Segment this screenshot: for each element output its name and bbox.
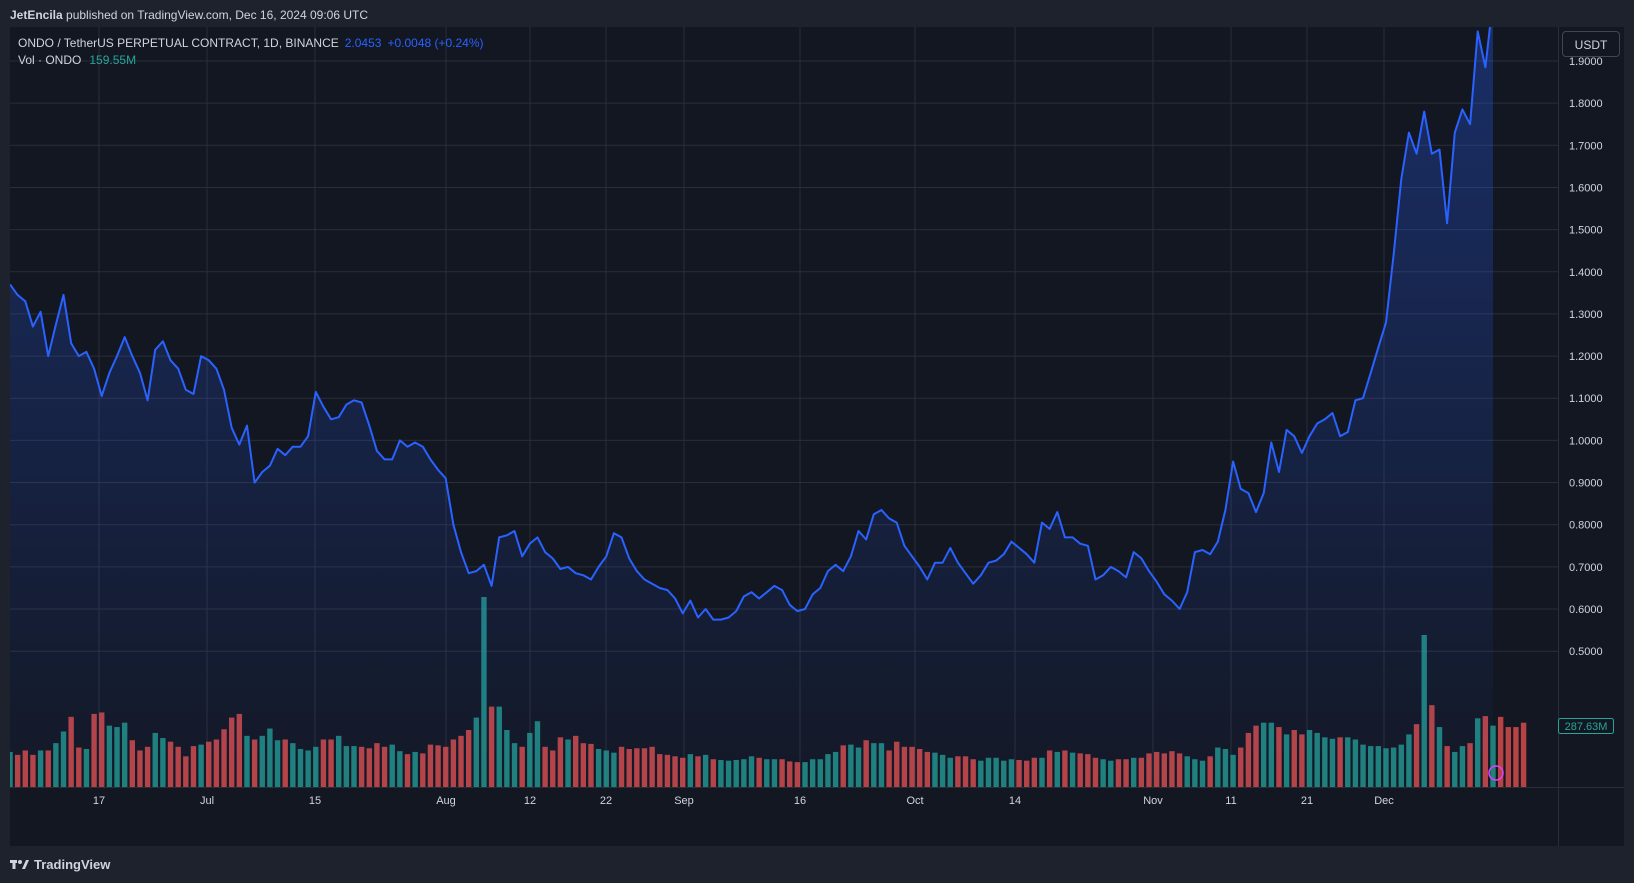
brand-name: TradingView [34, 857, 111, 872]
y-tick-label: 1.1000 [1569, 393, 1603, 405]
price-area-fill [10, 27, 1493, 787]
x-tick-label: 11 [1225, 795, 1236, 807]
x-tick-label: Nov [1143, 795, 1163, 807]
volume-label: Vol · ONDO [18, 53, 82, 67]
volume-bar[interactable] [1497, 716, 1504, 787]
x-tick-label: 17 [93, 795, 105, 807]
chart-legend: ONDO / TetherUS PERPETUAL CONTRACT, 1D, … [18, 35, 484, 69]
x-tick-label: 22 [600, 795, 612, 807]
volume-bar[interactable] [1505, 727, 1511, 787]
y-tick-label: 1.2000 [1569, 351, 1603, 363]
y-tick-label: 1.0000 [1569, 435, 1603, 447]
y-tick-label: 1.9000 [1569, 56, 1603, 68]
publisher-bar: JetEncila published on TradingView.com, … [0, 0, 1634, 26]
x-tick-label: Oct [906, 795, 923, 807]
y-tick-label: 1.8000 [1569, 98, 1603, 110]
volume-value: 159.55M [89, 53, 137, 67]
x-tick-label: Aug [436, 795, 456, 807]
publish-meta: published on TradingView.com, Dec 16, 20… [62, 8, 368, 22]
volume-bar[interactable] [1520, 722, 1527, 787]
x-tick-label: 16 [794, 795, 806, 807]
last-price: 2.0453 [344, 36, 382, 50]
volume-badge: 287.63M [1558, 718, 1614, 734]
x-tick-label: 21 [1301, 795, 1313, 807]
volume-axis-label: 287.63M [1565, 721, 1608, 733]
symbol-label[interactable]: ONDO / TetherUS PERPETUAL CONTRACT, 1D, … [18, 36, 339, 50]
y-tick-label: 0.9000 [1569, 478, 1603, 490]
y-tick-label: 1.5000 [1569, 225, 1603, 237]
volume-bar[interactable] [1513, 727, 1519, 787]
x-tick-label: Jul [200, 795, 214, 807]
y-tick-label: 1.3000 [1569, 309, 1603, 321]
y-tick-label: 1.7000 [1569, 140, 1603, 152]
y-tick-label: 0.8000 [1569, 520, 1603, 532]
x-tick-label: Sep [674, 795, 694, 807]
event-marker-icon[interactable] [1488, 765, 1504, 781]
y-tick-label: 0.5000 [1569, 646, 1603, 658]
y-tick-label: 0.6000 [1569, 604, 1603, 616]
y-tick-label: 0.7000 [1569, 562, 1603, 574]
publisher-name[interactable]: JetEncila [10, 8, 63, 22]
tradingview-brand[interactable]: TradingView [10, 857, 110, 872]
volume-legend[interactable]: Vol · ONDO 159.55M [18, 52, 484, 69]
footer: TradingView [0, 847, 1634, 883]
price-chart[interactable]: 2.10001.90001.80001.70001.60001.50001.40… [10, 27, 1624, 846]
price-change: +0.0048 (+0.24%) [387, 36, 484, 50]
tradingview-logo-icon [10, 859, 29, 869]
volume-badge-bg [1558, 718, 1614, 734]
chart-area[interactable]: 2.10001.90001.80001.70001.60001.50001.40… [10, 27, 1624, 846]
y-tick-label: 1.4000 [1569, 267, 1603, 279]
x-tick-label: 12 [524, 795, 536, 807]
symbol-legend[interactable]: ONDO / TetherUS PERPETUAL CONTRACT, 1D, … [18, 35, 484, 52]
price-line[interactable] [10, 27, 1493, 621]
x-tick-label: 15 [309, 795, 321, 807]
publisher-info: JetEncila published on TradingView.com, … [10, 8, 368, 22]
currency-button[interactable]: USDT [1562, 31, 1620, 57]
y-tick-label: 1.6000 [1569, 182, 1603, 194]
x-tick-label: Dec [1374, 795, 1394, 807]
x-tick-label: 14 [1009, 795, 1021, 807]
